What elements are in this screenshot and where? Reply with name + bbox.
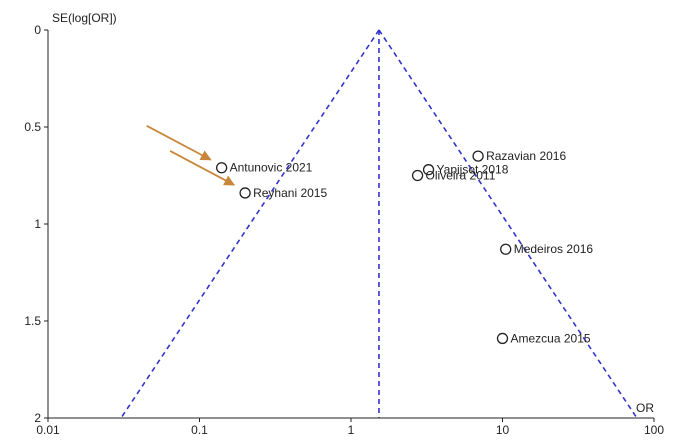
x-tick-label: 1 bbox=[348, 423, 355, 437]
study-label: Yapijset 2018 bbox=[437, 163, 509, 177]
study-label: Oliveira 2011 bbox=[426, 169, 496, 183]
x-tick-label: 0.01 bbox=[36, 423, 60, 437]
study-point bbox=[239, 187, 251, 199]
study-label: Antunovic 2021 bbox=[230, 161, 313, 175]
y-tick-label: 0 bbox=[34, 23, 41, 37]
annotation-arrow bbox=[146, 124, 212, 161]
study-point bbox=[215, 162, 228, 174]
study-label: Amezcua 2015 bbox=[511, 331, 591, 345]
data-points: Antunovic 2021 Reyhani 2015 Razavian 2016Y… bbox=[215, 149, 594, 345]
y-tick-label: 2 bbox=[34, 411, 41, 425]
study-label: Medeiros 2016 bbox=[514, 242, 594, 256]
x-tick-label: 10 bbox=[496, 423, 510, 437]
study-point bbox=[422, 164, 435, 176]
study-point bbox=[472, 150, 484, 162]
study-point bbox=[411, 169, 424, 182]
study-point bbox=[496, 332, 509, 345]
x-tick-label: 0.1 bbox=[191, 423, 208, 437]
axes bbox=[44, 29, 655, 422]
study-label: Reyhani 2015 bbox=[253, 186, 327, 200]
study-point bbox=[500, 243, 512, 255]
funnel-right-limit bbox=[378, 29, 638, 419]
study-label: Razavian 2016 bbox=[486, 149, 566, 163]
annotation-arrow bbox=[169, 150, 236, 186]
x-tick-label: 100 bbox=[644, 423, 664, 437]
annotation-arrows bbox=[146, 124, 236, 186]
funnel-lines bbox=[120, 29, 638, 419]
y-tick-label: 1.5 bbox=[24, 314, 41, 328]
funnel-left-limit bbox=[120, 29, 380, 419]
y-axis-title: SE(log[OR]) bbox=[52, 11, 117, 25]
x-axis-title: OR bbox=[636, 401, 654, 415]
y-tick-labels: 0 0.5 1 1.5 2 bbox=[24, 23, 41, 425]
x-tick-labels: 0.01 0.1 1 10 100 bbox=[36, 423, 664, 437]
y-tick-label: 0.5 bbox=[24, 120, 41, 134]
y-tick-label: 1 bbox=[34, 217, 41, 231]
